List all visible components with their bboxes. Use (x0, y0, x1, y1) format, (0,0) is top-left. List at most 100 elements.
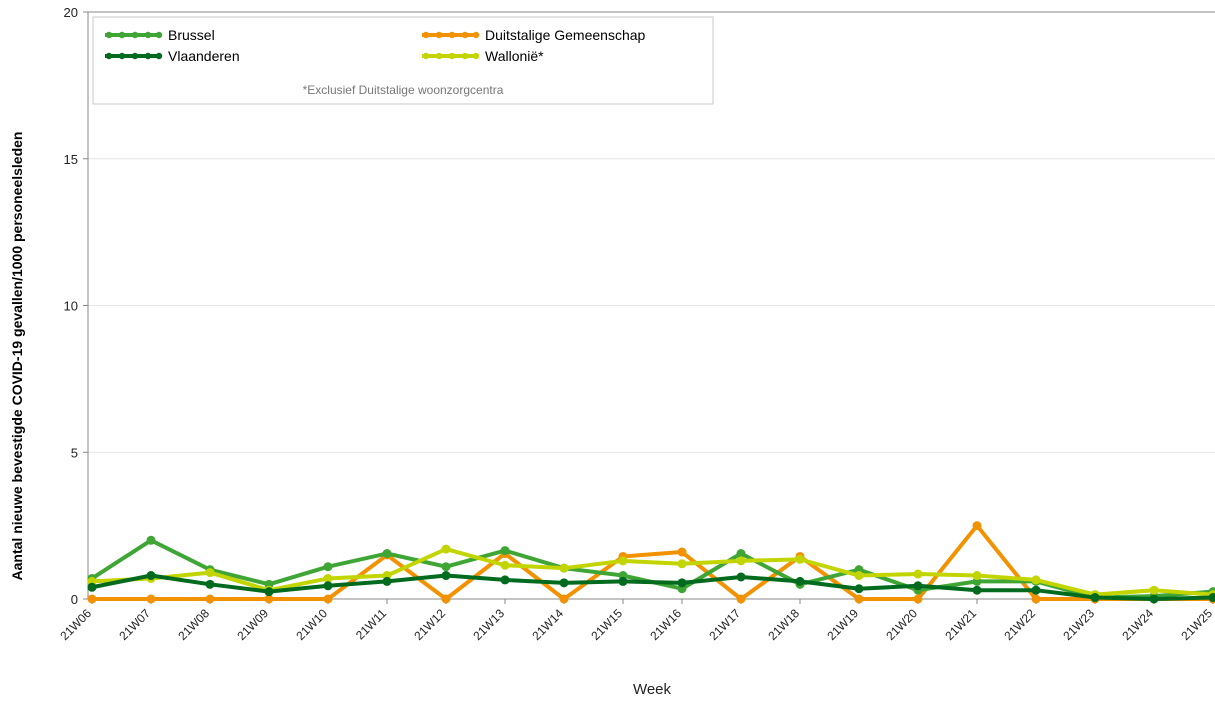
legend-swatch-marker (145, 32, 151, 38)
y-tick-label: 20 (64, 5, 78, 20)
x-tick-label: 21W19 (824, 606, 861, 643)
data-point (501, 546, 510, 555)
legend-swatch-marker (106, 53, 112, 59)
legend-swatch-marker (449, 53, 455, 59)
data-point (324, 595, 333, 604)
x-tick-label: 21W11 (353, 606, 389, 642)
data-point (678, 559, 687, 568)
data-point (796, 555, 805, 564)
data-point (1150, 595, 1159, 604)
data-point (501, 561, 510, 570)
data-point (678, 548, 687, 557)
x-tick-label: 21W18 (765, 606, 802, 643)
data-point (737, 556, 746, 565)
data-point (973, 586, 982, 595)
x-tick-label: 21W16 (647, 606, 684, 643)
legend-swatch-marker (436, 32, 442, 38)
data-point (1032, 575, 1041, 584)
data-point (324, 581, 333, 590)
x-tick-label: 21W17 (706, 606, 743, 643)
data-point (619, 556, 628, 565)
y-tick-label: 0 (71, 592, 78, 607)
legend-swatch-marker (156, 53, 162, 59)
data-point (442, 595, 451, 604)
data-point (678, 578, 687, 587)
x-tick-label: 21W20 (883, 606, 920, 643)
data-point (324, 562, 333, 571)
legend-swatch-marker (145, 53, 151, 59)
data-point (560, 578, 569, 587)
legend-swatch-marker (449, 32, 455, 38)
data-point (914, 570, 923, 579)
legend-swatch-marker (473, 32, 479, 38)
legend-swatch-marker (462, 32, 468, 38)
legend-swatch-marker (119, 32, 125, 38)
data-point (973, 571, 982, 580)
legend-swatch-marker (132, 32, 138, 38)
data-point (88, 595, 97, 604)
x-tick-label: 21W14 (529, 606, 566, 643)
data-point (88, 583, 97, 592)
x-tick-label: 21W24 (1119, 606, 1156, 643)
data-point (560, 564, 569, 573)
x-tick-label: 21W25 (1178, 606, 1215, 643)
data-point (914, 595, 923, 604)
legend-label: Duitstalige Gemeenschap (485, 27, 646, 43)
x-tick-label: 21W21 (942, 606, 979, 643)
x-tick-label: 21W08 (175, 606, 212, 643)
legend-label: Vlaanderen (168, 48, 240, 64)
x-tick-label: 21W13 (470, 606, 507, 643)
y-axis-label: Aantal nieuwe bevestigde COVID-19 gevall… (9, 132, 25, 581)
legend-swatch-marker (436, 53, 442, 59)
data-point (442, 571, 451, 580)
data-point (737, 595, 746, 604)
data-point (206, 595, 215, 604)
data-point (501, 575, 510, 584)
x-tick-label: 21W07 (116, 606, 153, 643)
legend-swatch-marker (156, 32, 162, 38)
data-point (914, 581, 923, 590)
data-point (442, 562, 451, 571)
data-point (1150, 586, 1159, 595)
data-point (206, 568, 215, 577)
x-axis-label: Week (633, 681, 672, 698)
data-point (147, 595, 156, 604)
data-point (265, 587, 274, 596)
x-tick-label: 21W09 (234, 606, 271, 643)
x-tick-label: 21W15 (588, 606, 625, 643)
legend-swatch-marker (473, 53, 479, 59)
data-point (383, 549, 392, 558)
y-tick-label: 5 (71, 445, 78, 460)
data-point (147, 536, 156, 545)
data-point (206, 580, 215, 589)
legend-swatch-marker (423, 32, 429, 38)
data-point (855, 595, 864, 604)
data-point (855, 584, 864, 593)
legend-note: *Exclusief Duitstalige woonzorgcentra (303, 83, 504, 97)
data-point (383, 577, 392, 586)
data-point (737, 572, 746, 581)
data-point (1091, 593, 1100, 602)
data-point (560, 595, 569, 604)
data-point (796, 577, 805, 586)
legend-swatch-marker (119, 53, 125, 59)
data-point (973, 521, 982, 530)
series-group (88, 521, 1215, 603)
x-tick-label: 21W23 (1060, 606, 1097, 643)
data-point (147, 571, 156, 580)
data-point (855, 571, 864, 580)
data-point (1032, 595, 1041, 604)
x-tick-label: 21W10 (293, 606, 330, 643)
x-tick-label: 21W06 (57, 606, 94, 643)
legend-swatch-marker (423, 53, 429, 59)
legend-swatch-marker (132, 53, 138, 59)
data-point (442, 545, 451, 554)
legend-label: Wallonië* (485, 48, 544, 64)
legend-swatch-marker (462, 53, 468, 59)
x-tick-label: 21W22 (1001, 606, 1038, 643)
data-point (1032, 586, 1041, 595)
x-tick-label: 21W12 (411, 606, 448, 643)
y-tick-label: 10 (64, 299, 78, 314)
